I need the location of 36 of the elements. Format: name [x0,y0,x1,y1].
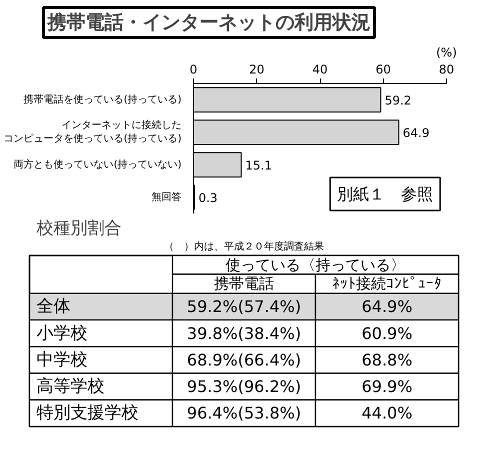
annotation: 別紙１ 参照 [337,184,434,204]
data-label: 0.3 [198,190,218,205]
x-tick-label: 20 [249,62,264,76]
text: 68.8% [362,350,412,370]
y-tick-label: 両方とも使っていない(持っていない) [14,158,182,170]
data-label: 64.9 [402,126,430,140]
text: 校種別割合 [36,218,122,238]
category-label: 中学校 [36,350,88,370]
data-label: 59.2 [384,93,412,108]
category-label: 高等学校 [36,376,105,397]
text: 39.8%(38.4%) [186,324,302,343]
text: 68.9%(66.4%) [186,350,302,370]
category-label: 小学校 [36,323,88,344]
text: （ ）内は、平成２０年度調査結果 [164,240,324,252]
text: 96.4%(53.8%) [186,404,302,423]
text: 69.9% [362,377,412,396]
y-tick-label: インターネットに接続したコンピュータを使っている(持っている) [4,119,182,144]
text: 44.0% [362,404,412,423]
text: 60.9% [362,324,412,343]
category-label: 全体 [36,296,71,317]
x-tick-label: 40 [312,62,328,76]
x-tick-label: 0 [190,62,198,76]
x-tick-label: 80 [438,62,454,76]
text: 64.9% [362,297,412,316]
chart-title: 携帯電話・インターネットの利用状況 [46,12,370,34]
y-tick-label: 無回答 [152,190,182,203]
text: 59.2%(57.4%) [186,297,302,316]
category-label: ﾈｯﾄ接続ｺﾝﾋﾟｭｰﾀ [332,274,442,293]
text: 使っている〈持っている〉 [226,256,406,274]
x-tick-label: 60 [376,62,391,76]
x-axis-title: (%) [436,46,457,60]
y-tick-label: 携帯電話を使っている(持っている) [24,93,182,106]
text: 95.3%(96.2%) [186,377,302,396]
category-label: 特別支援学校 [36,403,139,424]
data-label: 15.1 [245,158,272,172]
category-label: 携帯電話 [214,274,274,293]
